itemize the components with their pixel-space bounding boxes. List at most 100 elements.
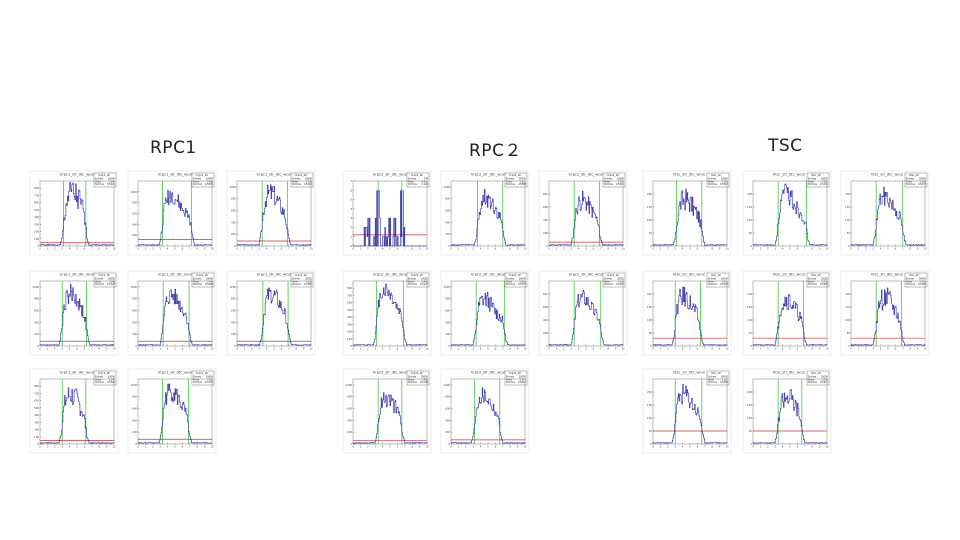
x-tick-label: 4 bbox=[682, 347, 684, 351]
x-tick-label: 4 bbox=[782, 445, 784, 449]
stats-value: 0.5190 bbox=[420, 381, 429, 384]
y-tick-label: 1000 bbox=[130, 383, 137, 387]
histogram-series bbox=[753, 294, 827, 346]
y-tick-label: 0 bbox=[234, 344, 236, 348]
y-tick-label: 7 bbox=[350, 179, 352, 183]
stats-value: 10000 bbox=[821, 375, 829, 378]
x-tick-label: 9 bbox=[106, 445, 108, 449]
y-tick-label: 200 bbox=[747, 390, 752, 394]
x-tick-label: 7 bbox=[804, 445, 806, 449]
x-tick-label: 8 bbox=[295, 347, 297, 351]
x-tick-label: 8 bbox=[711, 445, 713, 449]
stats-key: Std Dev bbox=[604, 183, 614, 186]
x-tick-label: 7 bbox=[288, 347, 290, 351]
histogram-title: htsc_str_dtc_wcut bbox=[673, 371, 706, 375]
stats-key: Mean bbox=[408, 378, 415, 381]
x-tick-label: 2 bbox=[667, 247, 669, 251]
stats-key: Std Dev bbox=[506, 381, 516, 384]
y-tick-label: 0 bbox=[650, 442, 652, 446]
stats-box bbox=[806, 172, 830, 188]
stats-key: Mean bbox=[408, 280, 415, 283]
y-tick-label: 0 bbox=[448, 442, 450, 446]
stats-key: Entries bbox=[906, 177, 915, 180]
x-tick-label: 1 bbox=[760, 347, 762, 351]
y-tick-label: 200 bbox=[132, 332, 137, 336]
y-tick-label: 200 bbox=[647, 292, 652, 296]
stats-value: 1.547 bbox=[108, 378, 115, 381]
x-tick-label: 5 bbox=[789, 347, 791, 351]
stats-key: Std Dev bbox=[708, 183, 718, 186]
x-tick-label: 7 bbox=[189, 445, 191, 449]
stats-key: Mean bbox=[193, 378, 200, 381]
x-tick-label: 7 bbox=[404, 445, 406, 449]
y-tick-label: 300 bbox=[34, 222, 39, 226]
x-tick-label: 4 bbox=[782, 347, 784, 351]
histogram-title: hrpc2_str_dtc_wcut bbox=[373, 173, 408, 177]
x-tick-label: 8 bbox=[196, 247, 198, 251]
stats-label: hrpc1_str bbox=[295, 173, 308, 177]
y-tick-label: 400 bbox=[445, 320, 450, 324]
y-tick-label: 150 bbox=[747, 305, 752, 309]
y-tick-label: 600 bbox=[231, 209, 236, 213]
y-tick-label: 800 bbox=[445, 197, 450, 201]
stats-box bbox=[290, 172, 314, 188]
x-tick-label: 10 bbox=[309, 347, 313, 351]
stats-value: 10000 bbox=[206, 177, 214, 180]
x-tick-label: 0 bbox=[548, 347, 550, 351]
stats-label: hrpc2_str bbox=[411, 273, 424, 277]
x-tick-label: 6 bbox=[895, 347, 897, 351]
x-tick-label: 1 bbox=[47, 445, 49, 449]
x-tick-label: 4 bbox=[782, 247, 784, 251]
stats-key: Mean bbox=[408, 180, 415, 183]
histogram-title: hrpc1_str_dtc_wcut bbox=[60, 371, 95, 375]
x-tick-label: 6 bbox=[697, 247, 699, 251]
stats-key: Mean bbox=[506, 280, 513, 283]
y-tick-label: 0 bbox=[848, 244, 850, 248]
x-tick-label: 6 bbox=[182, 347, 184, 351]
stats-box bbox=[806, 272, 830, 288]
y-tick-label: 200 bbox=[132, 430, 137, 434]
x-tick-label: 3 bbox=[774, 247, 776, 251]
stats-value: 0.5270 bbox=[918, 183, 927, 186]
stats-value: 0.5324 bbox=[720, 283, 729, 286]
x-tick-label: 7 bbox=[404, 247, 406, 251]
stats-value: 10000 bbox=[519, 375, 527, 378]
x-tick-label: 1 bbox=[145, 347, 147, 351]
histogram-series bbox=[451, 189, 525, 246]
stats-key: Std Dev bbox=[193, 283, 203, 286]
histogram-title: htsc_str_dtc_wcut bbox=[773, 273, 806, 277]
stats-box bbox=[406, 272, 430, 288]
stats-value: 10000 bbox=[617, 177, 625, 180]
stats-key: Std Dev bbox=[408, 283, 418, 286]
x-tick-label: 5 bbox=[487, 247, 489, 251]
x-tick-label: 3 bbox=[674, 347, 676, 351]
y-tick-label: 400 bbox=[231, 320, 236, 324]
x-tick-label: 2 bbox=[465, 247, 467, 251]
x-tick-label: 6 bbox=[397, 247, 399, 251]
y-tick-label: 0 bbox=[448, 344, 450, 348]
x-tick-label: 10 bbox=[210, 347, 214, 351]
histogram-title: hrpc2_str_dtc_wcut bbox=[569, 173, 604, 177]
x-tick-label: 10 bbox=[112, 247, 116, 251]
x-tick-label: 10 bbox=[210, 445, 214, 449]
y-tick-label: 600 bbox=[34, 399, 39, 403]
x-tick-label: 2 bbox=[767, 445, 769, 449]
x-tick-label: 0 bbox=[450, 445, 452, 449]
x-tick-label: 6 bbox=[797, 445, 799, 449]
x-tick-label: 7 bbox=[902, 347, 904, 351]
stats-value: 1.519 bbox=[919, 280, 926, 283]
y-tick-label: 400 bbox=[445, 220, 450, 224]
histogram-series bbox=[353, 392, 427, 444]
x-tick-label: 5 bbox=[487, 347, 489, 351]
stats-key: Entries bbox=[808, 277, 817, 280]
y-tick-label: 4 bbox=[350, 207, 352, 211]
x-tick-label: 9 bbox=[517, 347, 519, 351]
x-tick-label: 7 bbox=[404, 347, 406, 351]
y-tick-label: 600 bbox=[132, 309, 137, 313]
